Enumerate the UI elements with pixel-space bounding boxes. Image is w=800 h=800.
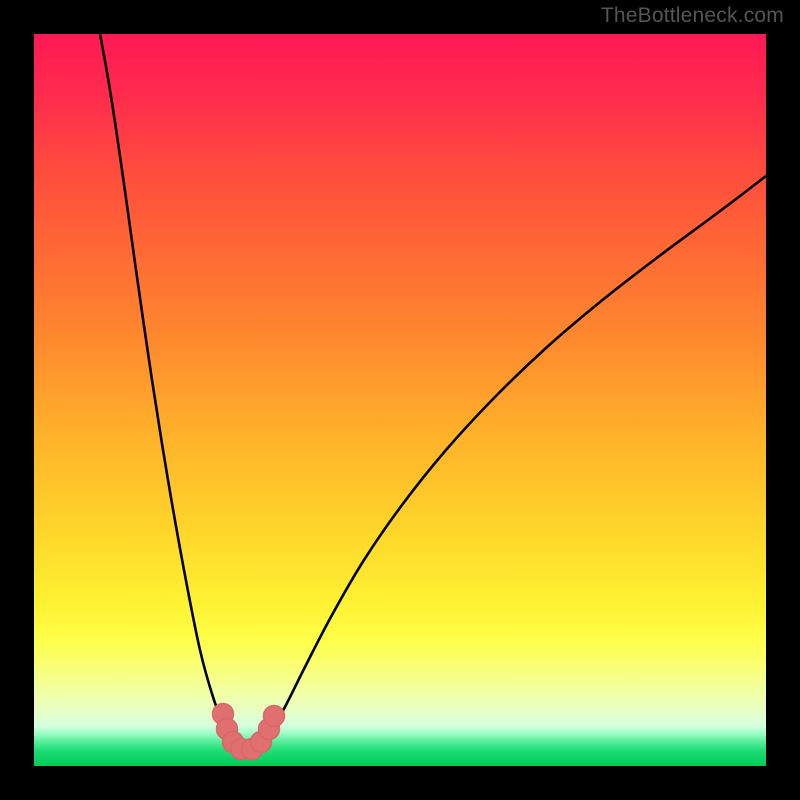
plot-background-gradient [34, 34, 766, 766]
marker-point [264, 706, 285, 727]
watermark-text: TheBottleneck.com [601, 4, 784, 28]
chart-stage: TheBottleneck.com [0, 0, 800, 800]
chart-svg [0, 0, 800, 800]
